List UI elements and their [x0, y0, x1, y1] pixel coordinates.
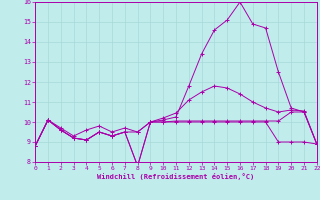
X-axis label: Windchill (Refroidissement éolien,°C): Windchill (Refroidissement éolien,°C)	[97, 173, 255, 180]
